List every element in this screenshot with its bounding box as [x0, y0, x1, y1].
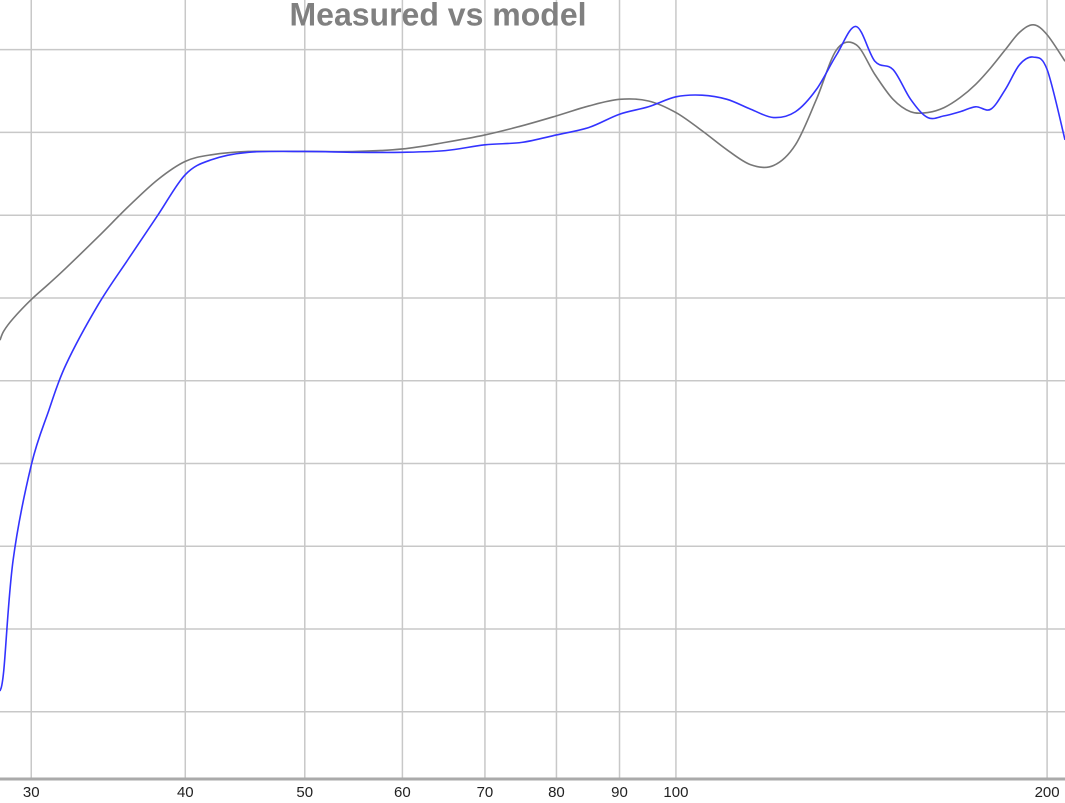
series-line — [0, 24, 1065, 341]
x-tick-label: 200 — [1035, 784, 1060, 801]
x-tick-label: 70 — [477, 784, 494, 801]
plot — [0, 24, 1065, 692]
chart-title: Measured vs model — [290, 0, 587, 32]
x-tick-label: 80 — [548, 784, 565, 801]
grid — [0, 0, 1065, 778]
x-axis-labels: 30 40 50 60 70 80 90 100 200 — [23, 784, 1060, 801]
series-line — [0, 25, 1065, 692]
x-tick-label: 30 — [23, 784, 40, 801]
x-tick-label: 40 — [177, 784, 194, 801]
x-tick-label: 100 — [663, 784, 688, 801]
x-tick-label: 90 — [611, 784, 628, 801]
x-tick-label: 50 — [296, 784, 313, 801]
x-tick-label: 60 — [394, 784, 411, 801]
